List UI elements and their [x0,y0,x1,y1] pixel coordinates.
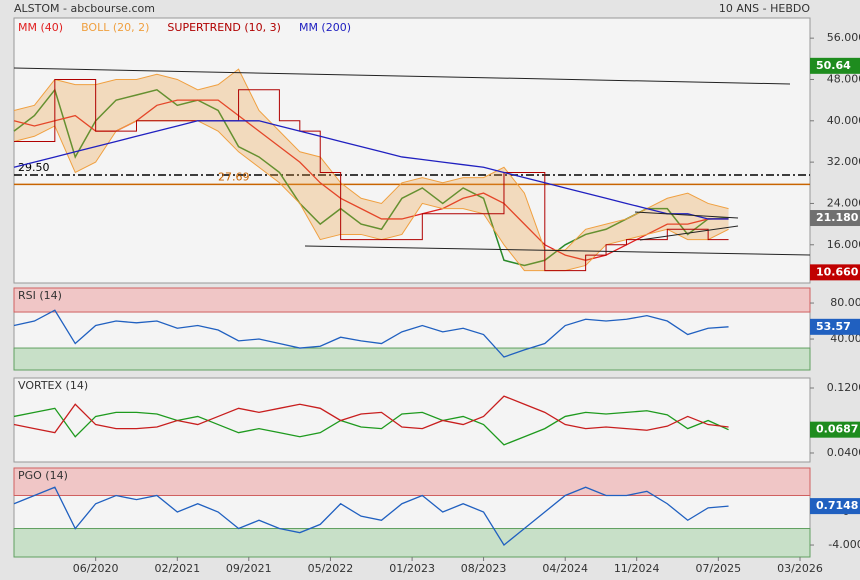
x-tick-label: 05/2022 [308,562,354,575]
series-line [13,120,729,220]
x-tick-label: 07/2025 [695,562,741,575]
panel [13,377,811,463]
x-tick-label: 03/2026 [777,562,823,575]
value-box [810,421,860,438]
trend-line [639,225,739,241]
x-tick-label: 11/2024 [614,562,660,575]
bollinger-band [14,69,729,271]
series-line [13,407,729,446]
value-box-label: 0.7148 [816,499,858,512]
oversold-zone [13,528,811,558]
value-box-label: 53.57 [816,320,851,333]
y-tick-label: 40.000 [827,114,860,127]
x-tick-label: 09/2021 [226,562,272,575]
x-tick-label: 01/2023 [389,562,435,575]
supertrend [14,78,729,272]
trend-line [13,67,791,85]
y-tick-label: 40.00 [830,332,860,345]
x-tick-label: 02/2021 [154,562,200,575]
legend-entry: MM (200) [299,21,351,34]
legend-entry: BOLL (20, 2) [81,21,149,34]
overbought-zone [13,467,811,496]
bollinger-lower [13,120,729,272]
y-tick-label: 56.000 [827,31,860,44]
y-tick-label: 32.000 [827,155,860,168]
hline-label: 29.50 [18,161,50,174]
legend-entry: SUPERTREND (10, 3) [167,21,281,34]
panel-title: PGO (14) [18,469,68,482]
trend-line [304,245,811,256]
value-box [810,498,860,515]
y-tick-label: 24.000 [827,196,860,209]
value-box-label: 0.0687 [816,423,858,436]
y-tick-label: 16.000 [827,238,860,251]
value-box-label: 21.180 [816,211,859,224]
series-line [13,486,729,546]
panel-title: RSI (14) [18,289,62,302]
value-box [810,318,860,335]
y-tick-label: 0.0400 [827,446,860,459]
value-box [810,264,860,281]
value-box [810,210,860,227]
panel-title: VORTEX (14) [18,379,88,392]
y-tick-label: -4.000 [828,538,860,551]
header-right: 10 ANS - HEBDO [719,2,810,15]
series-line [13,309,729,358]
y-tick-label: 48.000 [827,72,860,85]
series-line [13,395,729,434]
header-left: ALSTOM - abcbourse.com [14,2,155,15]
bollinger-upper [13,68,729,251]
trend-line [634,211,739,219]
y-tick-label: 80.00 [830,296,860,309]
panel [13,17,811,284]
x-tick-label: 04/2024 [542,562,588,575]
legend-entry: MM (40) [18,21,63,34]
oversold-zone [13,347,811,371]
overbought-zone [13,287,811,313]
value-box-label: 10.660 [816,265,859,278]
series-line [13,88,729,267]
value-box [810,57,860,74]
hline-label: 27.69 [218,170,250,183]
x-tick-label: 06/2020 [73,562,119,575]
value-box-label: 50.64 [816,59,851,72]
x-tick-label: 08/2023 [461,562,507,575]
